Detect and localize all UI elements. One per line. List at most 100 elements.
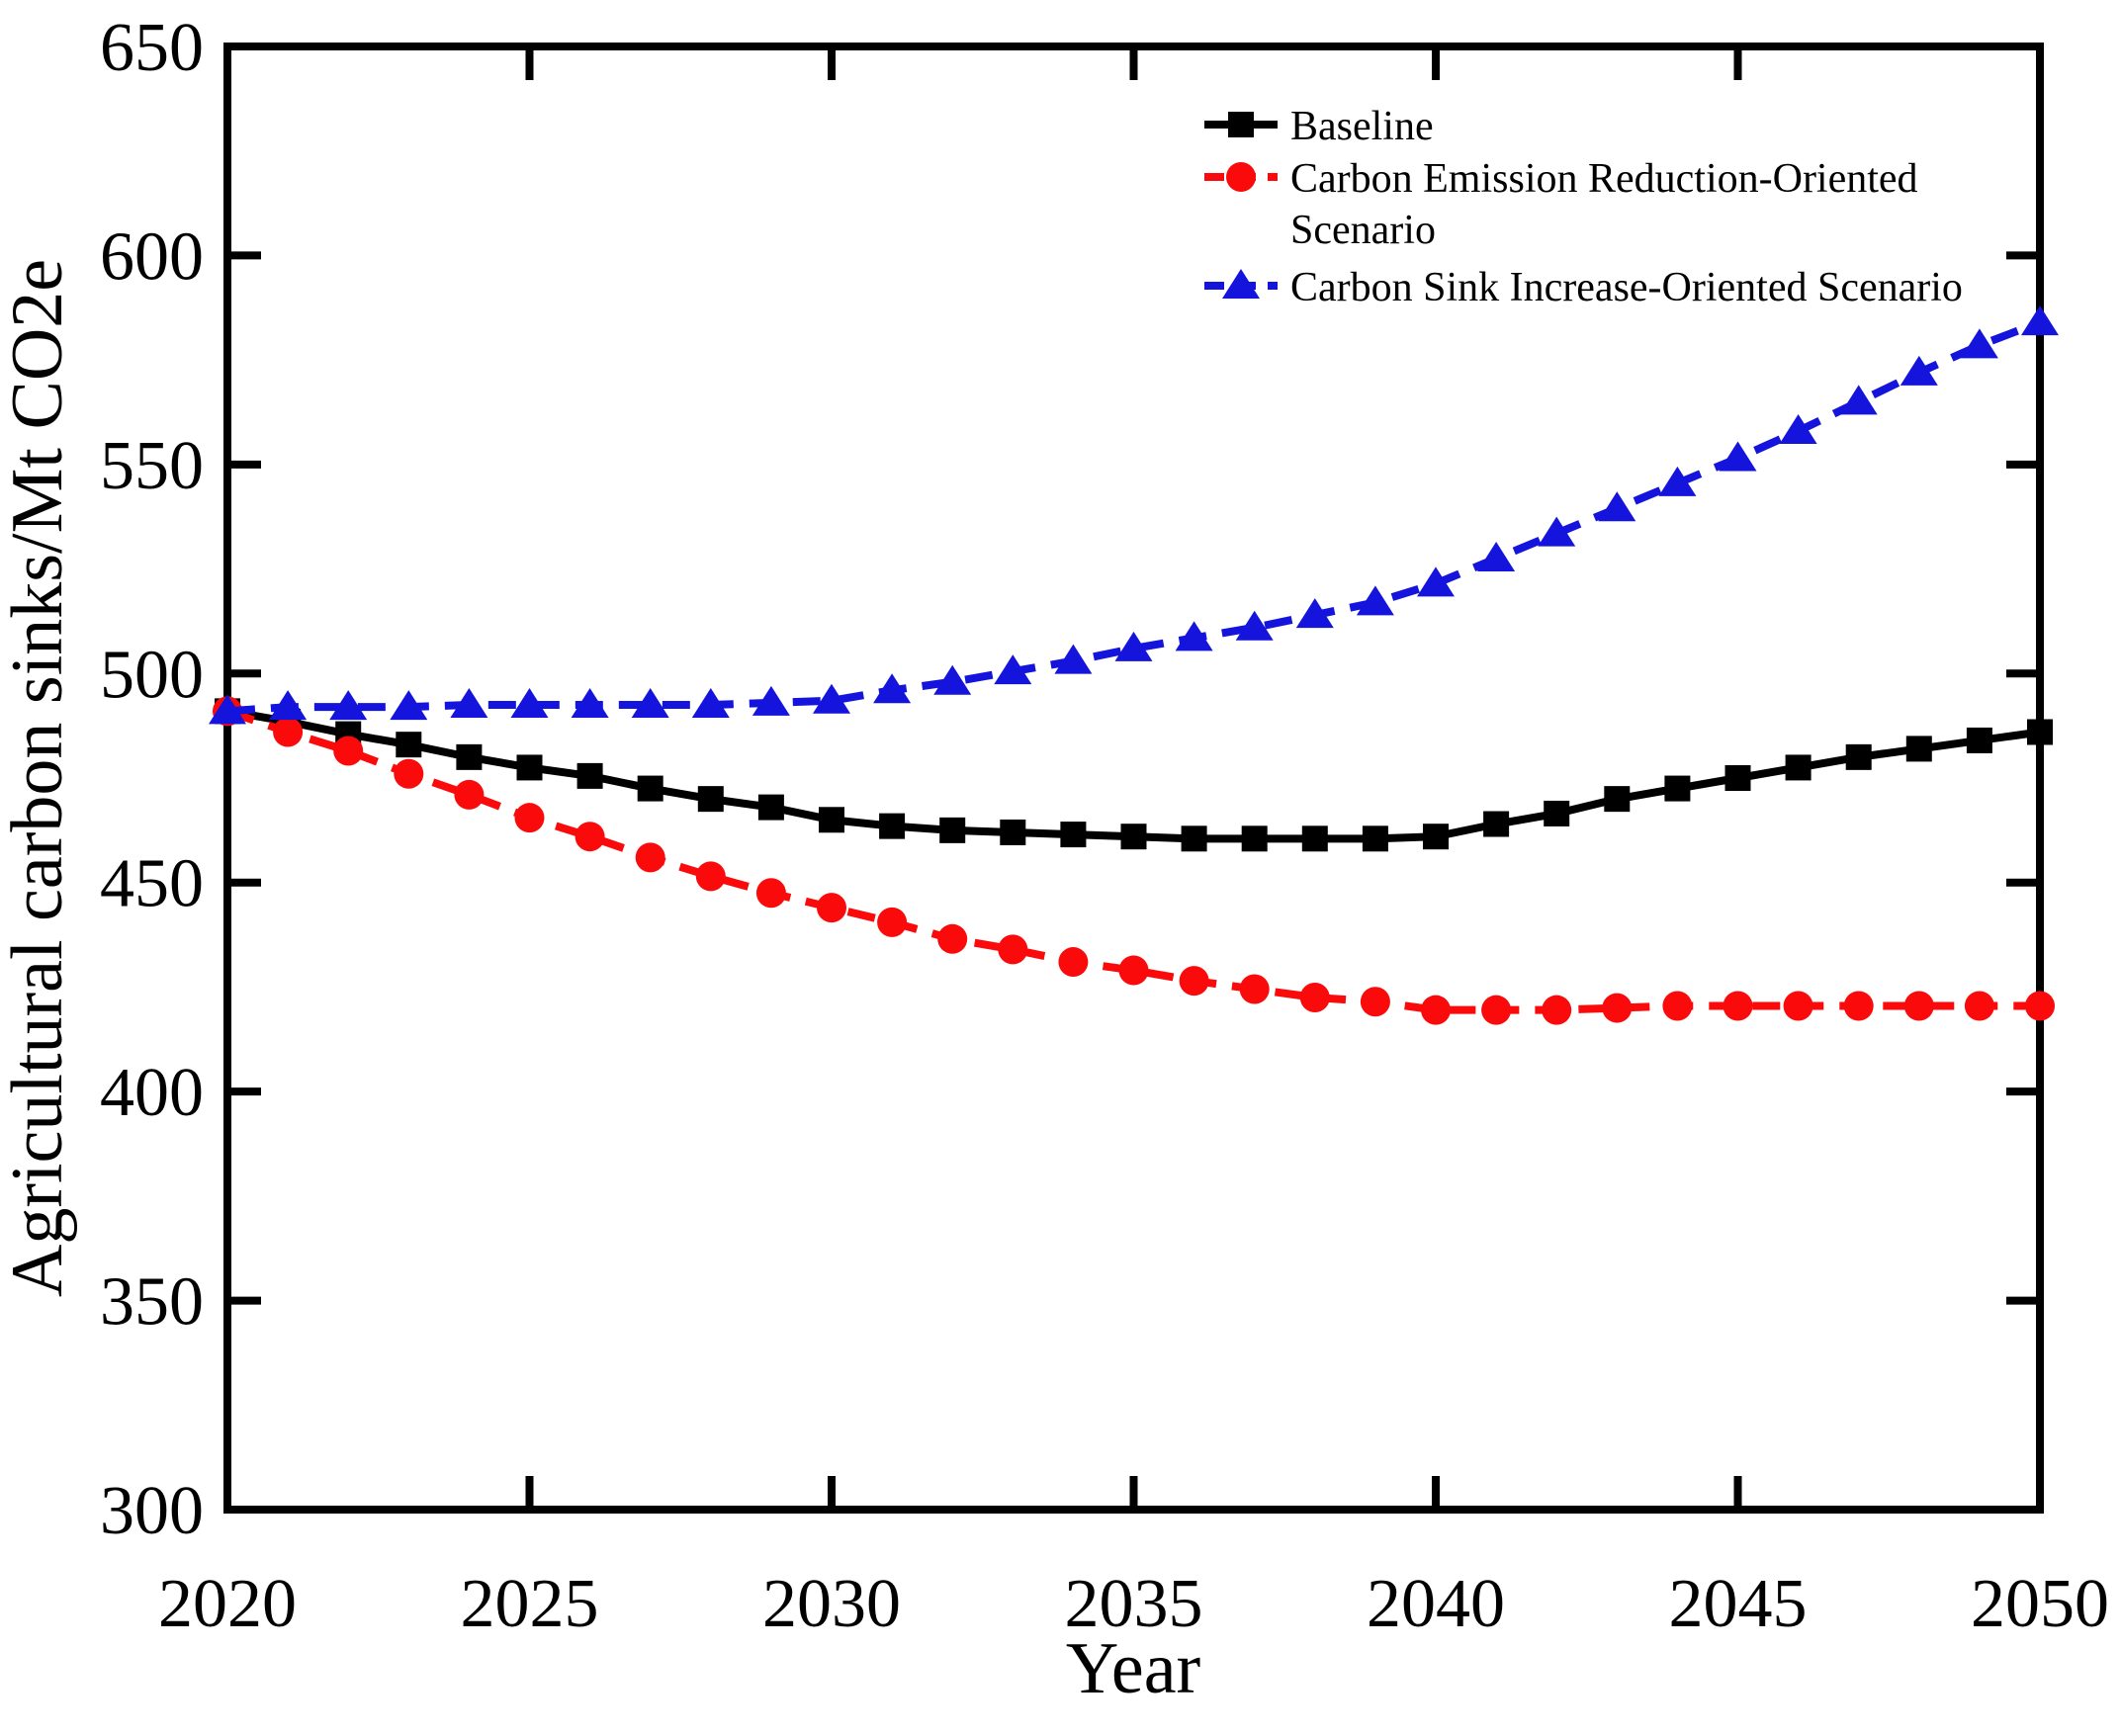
triangle-marker [1839,385,1878,415]
legend: Baseline Carbon Emission Reduction-Orient… [1204,104,1963,310]
square-marker [1724,765,1751,791]
circle-marker [937,923,968,954]
square-marker [1120,824,1147,850]
x-axis-tick-label: 2035 [1065,1566,1203,1642]
triangle-marker [329,690,368,721]
x-axis-title: Year [1066,1628,1200,1709]
circle-marker [1723,991,1753,1021]
square-marker [1060,822,1087,848]
square-marker [1905,736,1932,762]
circle-marker [877,907,908,937]
circle-marker [755,878,786,909]
square-marker [757,794,784,821]
circle-marker [1421,995,1451,1025]
x-axis-tick-label: 2040 [1367,1566,1505,1642]
square-marker [1228,112,1254,137]
y-axis-tick-label: 650 [100,10,204,86]
triangle-marker [571,688,609,718]
square-marker [456,743,483,770]
legend-item-sink: Carbon Sink Increase-Oriented Scenario [1204,265,1963,310]
square-marker [637,775,663,802]
triangle-marker [2021,305,2059,336]
circle-marker [1299,983,1330,1012]
circle-marker [514,803,545,833]
triangle-marker [1477,542,1516,571]
circle-marker [454,779,485,810]
x-axis-tick-label: 2050 [1971,1566,2109,1642]
circle-marker [574,822,605,852]
circle-marker [273,717,304,747]
circle-marker [998,934,1028,965]
square-marker [1544,800,1570,826]
triangle-marker [1417,566,1455,597]
square-marker [697,786,724,813]
y-axis-tick-label: 450 [100,846,204,922]
square-marker [576,762,603,789]
triangle-marker [873,673,912,704]
triangle-marker [1356,585,1394,616]
triangle-marker [1598,491,1636,522]
series-triangle [209,305,2059,725]
circle-marker [635,842,665,873]
legend-label: Scenario [1290,208,1436,253]
square-marker [1423,824,1449,850]
y-axis-tick-label: 550 [100,428,204,504]
legend-label: Baseline [1290,104,1434,149]
triangle-marker [209,694,246,725]
square-marker [1241,825,1268,852]
square-marker [396,732,422,758]
y-axis-tick-label: 500 [100,637,204,713]
square-marker [1845,743,1872,770]
square-marker [1966,727,1992,753]
square-marker [879,813,906,839]
triangle-marker [1719,441,1757,472]
square-marker [1301,825,1328,852]
square-marker [1362,825,1388,852]
square-marker [819,807,844,833]
circle-marker [1964,991,1994,1021]
triangle-marker [631,688,669,718]
triangle-marker [1900,355,1938,386]
circle-marker [1662,991,1693,1021]
x-axis-tick-label: 2045 [1669,1566,1808,1642]
circle-marker [1903,991,1934,1021]
circle-marker [695,861,726,892]
y-axis-tick-label: 350 [100,1264,204,1341]
x-axis-tick-label: 2020 [158,1566,297,1642]
circle-marker [333,736,364,766]
square-marker [2027,719,2053,745]
triangle-marker [510,688,549,718]
series-square [215,698,2053,852]
circle-marker [1239,974,1270,1004]
circle-marker [2025,991,2055,1021]
triangle-marker [1235,610,1274,641]
series-line [226,707,2041,843]
circle-marker [1542,995,1572,1025]
triangle-marker [1960,328,1998,359]
series-circle [213,696,2055,1025]
triangle-marker [450,688,488,718]
circle-marker [1058,947,1089,978]
legend-item-baseline: Baseline [1204,104,1434,149]
y-axis-tick-label: 600 [100,218,204,295]
circle-marker [1783,991,1813,1021]
triangle-marker [1779,414,1817,445]
triangle-marker [1054,644,1093,674]
triangle-marker [1658,466,1697,496]
x-axis-tick-label: 2025 [461,1566,599,1642]
square-marker [1181,825,1207,852]
triangle-marker [390,690,428,721]
triangle-marker [751,685,790,716]
square-marker [1664,775,1691,802]
y-axis-tick-label: 400 [100,1055,204,1131]
circle-marker [1481,995,1512,1025]
triangle-marker [1538,516,1576,547]
triangle-marker [813,683,850,714]
circle-marker [1226,162,1256,192]
triangle-marker [1222,269,1260,299]
triangle-marker [691,688,730,718]
circle-marker [394,758,424,789]
square-marker [1785,754,1812,781]
